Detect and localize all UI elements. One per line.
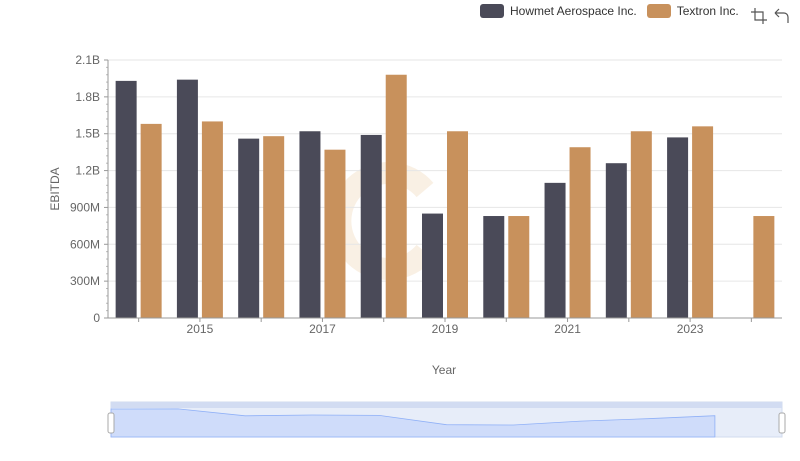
bar-howmet-2014[interactable] — [115, 80, 137, 318]
x-tick-label: 2019 — [432, 322, 459, 336]
bar-howmet-2023[interactable] — [667, 137, 689, 318]
watermark — [329, 162, 434, 280]
y-tick-label: 1.8B — [75, 90, 100, 104]
x-tick-label: 2023 — [677, 322, 704, 336]
bar-textron-2024[interactable] — [753, 216, 775, 318]
bar-textron-2019[interactable] — [447, 131, 468, 318]
legend-swatch-howmet — [480, 4, 504, 18]
bars — [115, 74, 775, 319]
x-tick-label: 2021 — [554, 322, 581, 336]
bar-howmet-2017[interactable] — [299, 131, 321, 318]
y-tick-label: 300M — [70, 274, 100, 288]
bar-howmet-2019[interactable] — [422, 213, 443, 318]
restore-icon[interactable] — [772, 7, 790, 25]
x-tick-label: 2015 — [187, 322, 214, 336]
zoom-icon[interactable] — [750, 7, 768, 25]
y-axis-title: EBITDA — [48, 167, 62, 210]
legend-label-textron: Textron Inc. — [676, 4, 739, 18]
y-tick-label: 2.1B — [75, 53, 100, 67]
legend-item-howmet[interactable]: Howmet Aerospace Inc. — [480, 4, 637, 18]
y-tick-label: 600M — [70, 237, 100, 251]
y-tick-label: 900M — [70, 200, 100, 214]
bar-howmet-2018[interactable] — [360, 134, 382, 318]
legend-item-textron[interactable]: Textron Inc. — [646, 4, 739, 18]
bar-textron-2017[interactable] — [324, 149, 346, 318]
data-zoom-handle-bar[interactable] — [111, 402, 782, 408]
y-tick-label: 1.5B — [75, 127, 100, 141]
bar-textron-2021[interactable] — [569, 147, 591, 318]
data-zoom-left-handle[interactable] — [107, 412, 115, 434]
data-zoom-slider[interactable] — [107, 401, 786, 438]
bar-howmet-2015[interactable] — [176, 79, 198, 319]
legend-swatch-textron — [646, 4, 671, 18]
bar-textron-2016[interactable] — [263, 136, 285, 318]
bar-howmet-2020[interactable] — [483, 216, 505, 318]
bar-textron-2014[interactable] — [140, 123, 162, 318]
x-axis: 2015 2017 2019 2021 2023 — [108, 317, 782, 336]
bar-textron-2023[interactable] — [692, 126, 714, 318]
bar-textron-2020[interactable] — [508, 216, 530, 318]
y-tick-label: 1.2B — [75, 164, 100, 178]
data-zoom-right-handle[interactable] — [778, 412, 786, 434]
x-tick-label: 2017 — [309, 322, 336, 336]
y-tick-label: 0 — [93, 311, 100, 325]
toolbox — [746, 7, 790, 25]
bar-textron-2022[interactable] — [630, 131, 652, 318]
bar-howmet-2022[interactable] — [605, 163, 627, 318]
bar-howmet-2021[interactable] — [544, 182, 566, 318]
data-zoom-preview — [110, 408, 716, 438]
legend-label-howmet: Howmet Aerospace Inc. — [510, 4, 637, 18]
bar-howmet-2016[interactable] — [238, 138, 260, 318]
legend: Howmet Aerospace Inc. Textron Inc. — [480, 4, 749, 18]
y-axis: 0 300M 600M 900M 1.2B 1.5B 1.8B 2.1B — [70, 53, 109, 325]
bar-textron-2018[interactable] — [385, 74, 407, 318]
bar-textron-2015[interactable] — [201, 121, 223, 318]
x-axis-title: Year — [432, 363, 456, 377]
